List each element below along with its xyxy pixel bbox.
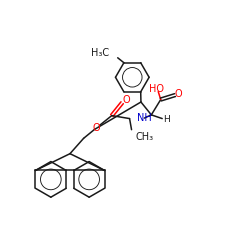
Text: HO: HO: [149, 84, 164, 94]
Text: O: O: [122, 95, 130, 105]
Text: O: O: [93, 123, 100, 133]
Text: O: O: [175, 89, 182, 99]
Text: CH₃: CH₃: [135, 132, 154, 142]
Text: H: H: [163, 115, 170, 124]
Text: NH: NH: [137, 113, 152, 123]
Text: H₃C: H₃C: [91, 48, 109, 58]
